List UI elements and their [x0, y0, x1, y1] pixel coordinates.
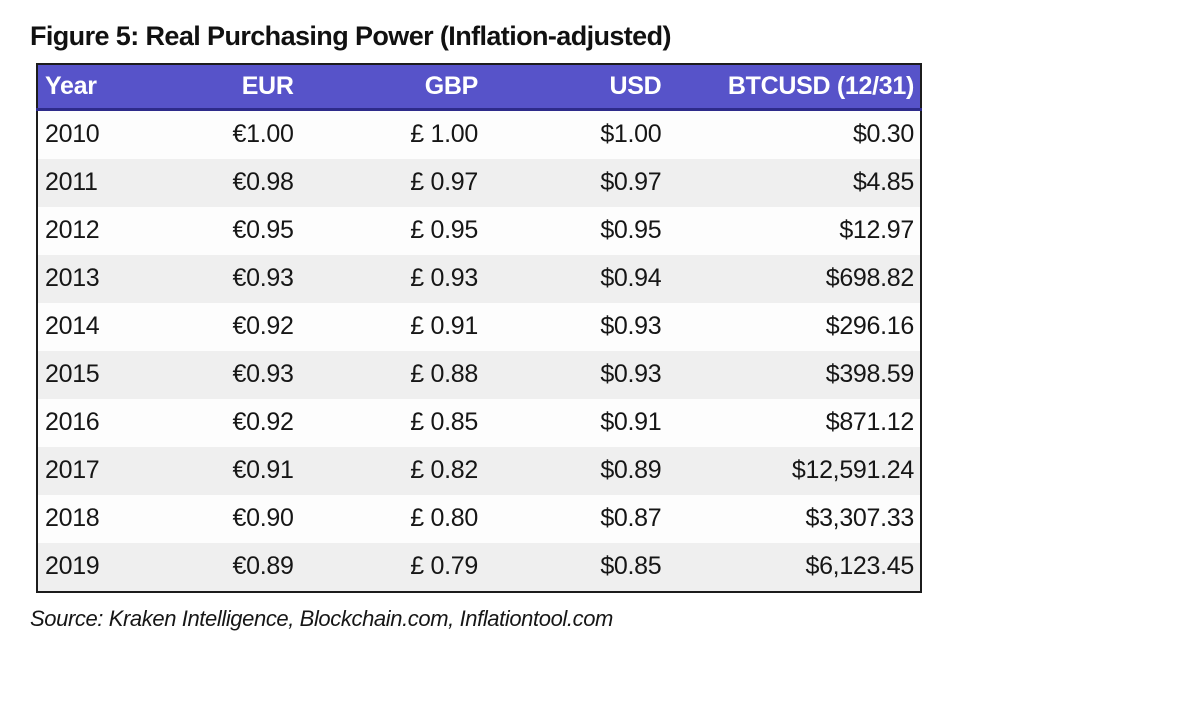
column-header-gbp: GBP — [297, 63, 482, 111]
table-cell: $398.59 — [825, 360, 915, 389]
figure-container: Figure 5: Real Purchasing Power (Inflati… — [30, 21, 922, 631]
table-cell: $1.00 — [600, 120, 662, 149]
table-cell: $871.12 — [825, 408, 915, 437]
table-row: 2019 €0.89 £ 0.79 $0.85 $6,123.45 — [37, 542, 921, 592]
table-cell: $0.87 — [600, 504, 662, 533]
table-cell: $12.97 — [839, 216, 914, 245]
table-cell: $0.91 — [600, 408, 662, 437]
table-cell: $698.82 — [825, 264, 915, 293]
table-cell: €0.89 — [232, 552, 294, 581]
table-cell: $0.94 — [600, 264, 662, 293]
table-row: 2011 €0.98 £ 0.97 $0.97 $4.85 — [37, 158, 921, 207]
table-cell: €0.98 — [232, 168, 294, 197]
table-cell: $0.93 — [600, 360, 662, 389]
column-header-usd: USD — [481, 63, 666, 111]
table-header: Year EUR GBP USD BTCUSD (12/31) — [37, 63, 921, 111]
table-body: 2010 €1.00 £ 1.00 $1.00 $0.30 2011 €0.98 £ 0.97… — [37, 109, 921, 592]
table-cell: €0.93 — [232, 360, 294, 389]
table-cell: $4.85 — [852, 168, 914, 197]
table-row: 2015 €0.93 £ 0.88 $0.93 $398.59 — [37, 350, 921, 399]
table-cell: €0.90 — [232, 504, 294, 533]
table-cell: £ 1.00 — [410, 120, 478, 149]
table-cell: 2018 — [45, 504, 100, 533]
table-row: 2014 €0.92 £ 0.91 $0.93 $296.16 — [37, 302, 921, 351]
table-cell: $0.97 — [600, 168, 662, 197]
table-cell: 2012 — [45, 216, 100, 245]
table-cell: £ 0.93 — [410, 264, 478, 293]
table-row: 2010 €1.00 £ 1.00 $1.00 $0.30 — [37, 109, 921, 159]
table-header-row: Year EUR GBP USD BTCUSD (12/31) — [37, 63, 921, 111]
table-row: 2013 €0.93 £ 0.93 $0.94 $698.82 — [37, 254, 921, 303]
table-row: 2018 €0.90 £ 0.80 $0.87 $3,307.33 — [37, 494, 921, 543]
table-row: 2017 €0.91 £ 0.82 $0.89 $12,591.24 — [37, 446, 921, 495]
table-row: 2016 €0.92 £ 0.85 $0.91 $871.12 — [37, 398, 921, 447]
table-cell: 2013 — [45, 264, 100, 293]
table-cell: £ 0.95 — [410, 216, 478, 245]
table-cell: $296.16 — [825, 312, 915, 341]
purchasing-power-table: Year EUR GBP USD BTCUSD (12/31) 2010 €1.00 £ 1… — [36, 62, 922, 593]
table-cell: 2011 — [45, 168, 98, 197]
table-cell: €0.92 — [232, 408, 294, 437]
table-cell: 2017 — [45, 456, 100, 485]
column-header-btcusd-12-31: BTCUSD (12/31) — [665, 63, 921, 111]
table-cell: 2015 — [45, 360, 100, 389]
table-cell: €0.91 — [232, 456, 294, 485]
table-cell: £ 0.97 — [410, 168, 478, 197]
table-cell: $6,123.45 — [805, 552, 914, 581]
figure-title: Figure 5: Real Purchasing Power (Inflati… — [30, 21, 671, 51]
table-cell: $3,307.33 — [805, 504, 914, 533]
table-cell: $0.89 — [600, 456, 662, 485]
table-cell: £ 0.85 — [410, 408, 478, 437]
table-cell: $0.95 — [600, 216, 662, 245]
figure-source: Source: Kraken Intelligence, Blockchain.… — [30, 605, 613, 631]
table-cell: $0.93 — [600, 312, 662, 341]
table-cell: 2014 — [45, 312, 100, 341]
table-cell: $0.85 — [600, 552, 662, 581]
table-cell: €1.00 — [232, 120, 294, 149]
table-cell: 2016 — [45, 408, 100, 437]
table-cell: €0.93 — [232, 264, 294, 293]
table-cell: £ 0.91 — [410, 312, 478, 341]
column-header-eur: EUR — [197, 63, 298, 111]
table-row: 2012 €0.95 £ 0.95 $0.95 $12.97 — [37, 206, 921, 255]
table-cell: 2019 — [45, 552, 100, 581]
table-cell: £ 0.88 — [410, 360, 478, 389]
table-cell: €0.92 — [232, 312, 294, 341]
table-cell: £ 0.79 — [410, 552, 478, 581]
table-cell: $12,591.24 — [791, 456, 914, 485]
table-cell: €0.95 — [232, 216, 294, 245]
column-header-year: Year — [37, 63, 198, 111]
table-cell: £ 0.80 — [410, 504, 478, 533]
table-cell: 2010 — [45, 120, 100, 149]
table-cell: £ 0.82 — [410, 456, 478, 485]
table-cell: $0.30 — [852, 120, 914, 149]
